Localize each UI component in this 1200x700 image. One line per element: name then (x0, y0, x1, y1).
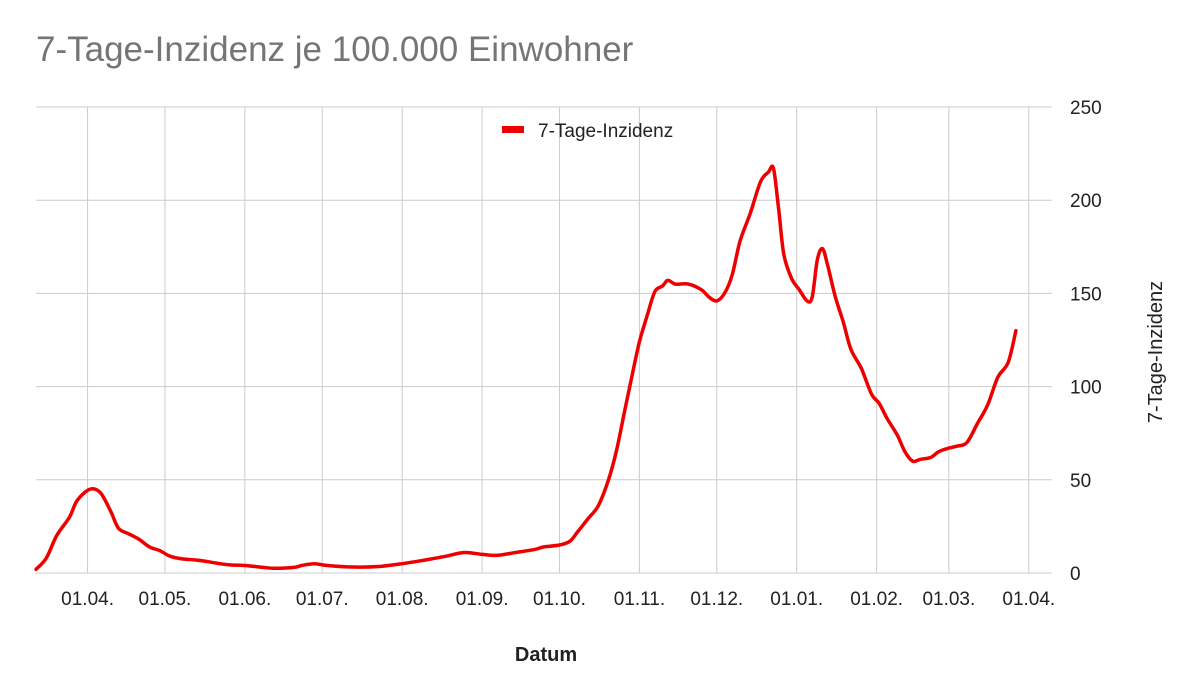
legend-label-7-tage-inzidenz: 7-Tage-Inzidenz (538, 121, 673, 142)
x-tick-label-11: 01.03. (922, 589, 975, 610)
x-axis-title: Datum (515, 644, 577, 666)
y-tick-label-150: 150 (1070, 284, 1102, 305)
legend: 7-Tage-Inzidenz (502, 121, 673, 142)
y-tick-label-250: 250 (1070, 98, 1102, 119)
y-axis-ticks: 0 50 100 150 200 250 (1070, 98, 1102, 585)
x-tick-label-0: 01.04. (61, 589, 114, 610)
x-tick-label-1: 01.05. (139, 589, 192, 610)
x-tick-label-3: 01.07. (296, 589, 349, 610)
y-tick-label-200: 200 (1070, 191, 1102, 212)
grid-lines (36, 106, 1052, 574)
x-tick-label-9: 01.01. (770, 589, 823, 610)
y-tick-label-0: 0 (1070, 564, 1081, 585)
y-tick-label-100: 100 (1070, 378, 1102, 399)
x-tick-label-12: 01.04. (1002, 589, 1055, 610)
x-tick-label-5: 01.09. (456, 589, 509, 610)
chart-title: 7-Tage-Inzidenz je 100.000 Einwohner (36, 30, 634, 69)
x-tick-label-6: 01.10. (533, 589, 586, 610)
x-tick-label-8: 01.12. (690, 589, 743, 610)
x-tick-label-10: 01.02. (850, 589, 903, 610)
x-tick-label-2: 01.06. (218, 589, 271, 610)
y-axis-title: 7-Tage-Inzidenz (1145, 281, 1167, 423)
x-axis-ticks: 01.04. 01.05. 01.06. 01.07. 01.08. 01.09. 01.1… (61, 589, 1055, 610)
y-tick-label-50: 50 (1070, 471, 1091, 492)
x-tick-label-7: 01.11. (614, 589, 665, 610)
series-layer (34, 164, 1018, 572)
x-tick-label-4: 01.08. (376, 589, 429, 610)
series-line-7-tage-inzidenz (34, 164, 1018, 572)
legend-swatch-7-tage-inzidenz (502, 126, 524, 133)
